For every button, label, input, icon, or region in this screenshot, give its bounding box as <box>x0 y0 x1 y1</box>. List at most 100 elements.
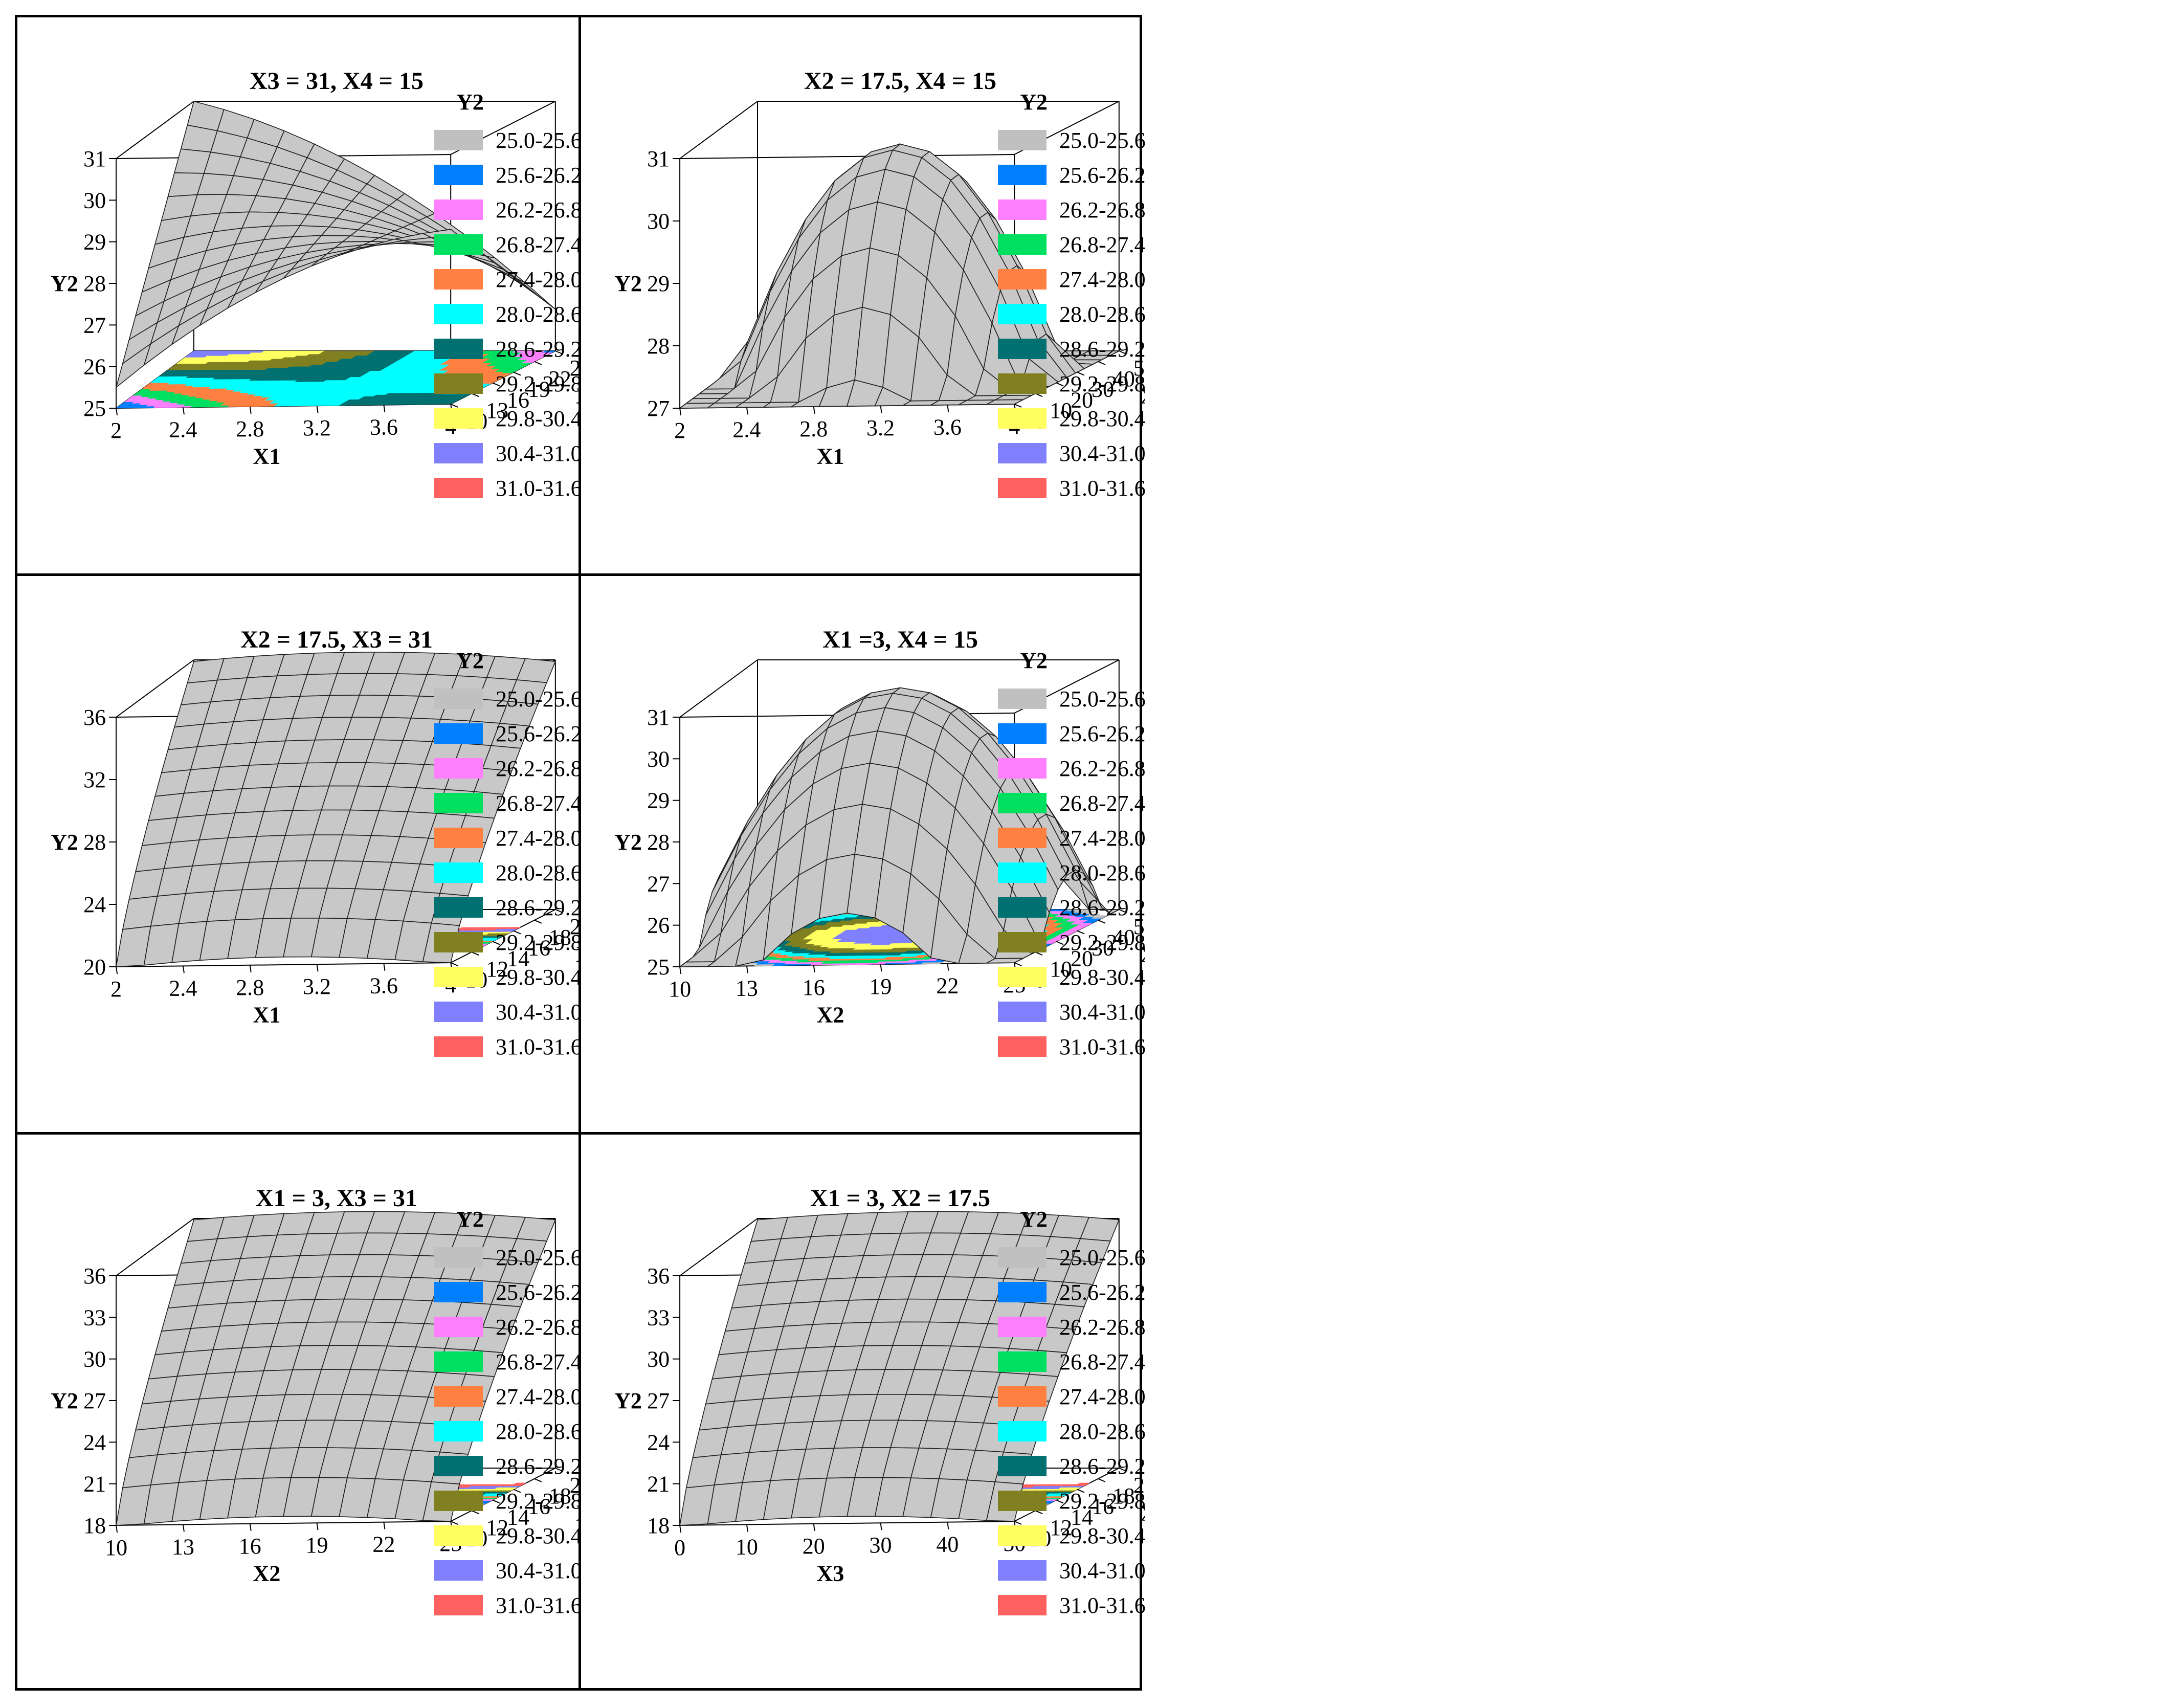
legend-label: 25.6-26.2 <box>496 163 581 188</box>
legend-title: Y2 <box>456 90 484 115</box>
chart-title: X3 = 31, X4 = 15 <box>250 68 424 95</box>
legend-label: 25.6-26.2 <box>496 1280 581 1305</box>
x-tick-label: 10 <box>669 977 691 1002</box>
response-surface <box>116 651 556 967</box>
x-tick-label: 2.4 <box>732 417 761 442</box>
legend-swatch <box>434 1317 483 1337</box>
legend-swatch <box>434 689 483 709</box>
legend-swatch <box>434 1247 483 1268</box>
response-surface <box>115 101 556 389</box>
legend-swatch <box>434 1491 483 1511</box>
chart-title: X2 = 17.5, X4 = 15 <box>804 68 996 95</box>
legend-swatch <box>434 1560 483 1581</box>
x-tick-label: 3.6 <box>933 415 962 440</box>
x-tick-label: 0 <box>674 1535 685 1560</box>
y-tick-label: 16 <box>1092 1494 1114 1519</box>
z-tick-label: 25 <box>83 396 106 421</box>
legend-swatch <box>434 1351 483 1372</box>
figure-grid: X3 = 31, X4 = 15 25 26 27 28 29 30 31 Y2 2 2.4 2.8 3… <box>15 15 1145 1691</box>
y-tick-label: 30 <box>1092 936 1114 961</box>
legend-label: 26.2-26.8 <box>496 197 581 223</box>
z-tick-label: 28 <box>647 334 670 359</box>
legend-label: 26.8-27.4 <box>496 791 581 816</box>
legend-title: Y2 <box>1020 1207 1048 1232</box>
x-tick-label: 16 <box>239 1534 261 1559</box>
z-tick-label: 24 <box>83 892 106 917</box>
legend-swatch <box>434 1282 483 1302</box>
legend-swatch <box>434 269 483 290</box>
z-tick-label: 24 <box>83 1430 106 1455</box>
chart-panel-2: X2 = 17.5, X4 = 15 27 28 29 30 31 Y2 2 2.4 2.8 3.2… <box>578 15 1145 576</box>
z-tick-label: 25 <box>647 955 670 980</box>
legend-label: 30.4-31.0 <box>496 441 581 466</box>
z-tick-label: 18 <box>647 1513 670 1538</box>
z-axis-label: Y2 <box>614 1388 642 1413</box>
y-axis-label: X4 <box>1140 1500 1145 1525</box>
z-tick-label: 30 <box>647 209 670 234</box>
legend-swatch <box>998 1386 1047 1407</box>
legend-label: 29.8-30.4 <box>496 1523 581 1548</box>
chart-title: X1 = 3, X2 = 17.5 <box>810 1185 990 1212</box>
legend-label: 31.0-31.6 <box>1059 1034 1145 1059</box>
legend-label: 26.8-27.4 <box>1059 1349 1145 1374</box>
legend-label: 26.2-26.8 <box>496 756 581 781</box>
legend-swatch <box>998 165 1047 185</box>
x-tick-label: 2 <box>110 977 122 1002</box>
y-tick-label: 20 <box>1071 946 1093 971</box>
legend-label: 28.6-29.2 <box>496 1454 581 1479</box>
x-tick-label: 16 <box>803 975 825 1000</box>
legend-swatch <box>434 373 483 394</box>
surface-plot-3: X2 = 17.5, X3 = 31 20 24 28 32 36 Y2 2 2.4 2.8 3.2… <box>51 626 581 1059</box>
legend-label: 28.0-28.6 <box>1059 860 1145 885</box>
legend-label: 31.0-31.6 <box>496 1593 581 1618</box>
z-tick-label: 26 <box>83 354 106 380</box>
legend-label: 29.8-30.4 <box>1059 1523 1145 1548</box>
y-tick-label: 40 <box>1112 925 1135 950</box>
y-tick-label: 20 <box>570 1473 581 1498</box>
legend-label: 25.0-25.6 <box>496 1245 581 1270</box>
x-tick-label: 22 <box>372 1532 395 1557</box>
x-tick-label: 2.8 <box>799 416 828 441</box>
legend-label: 30.4-31.0 <box>496 1000 581 1025</box>
x-tick-label: 3.2 <box>303 415 331 440</box>
legend-swatch <box>998 932 1047 952</box>
y-tick-label: 19 <box>528 377 550 402</box>
z-tick-label: 28 <box>83 830 106 855</box>
legend-swatch <box>998 373 1047 394</box>
legend-swatch <box>434 1421 483 1441</box>
legend-swatch <box>998 793 1047 813</box>
y-tick-label: 18 <box>549 1483 571 1509</box>
legend: Y2 25.0-25.6 25.6-26.2 26.2-26.8 26.8-27.4 27… <box>434 90 581 501</box>
legend-swatch <box>998 1036 1047 1057</box>
z-tick-label: 36 <box>83 1263 106 1289</box>
legend-label: 26.8-27.4 <box>496 232 581 257</box>
y-axis-label: X3 <box>1140 383 1145 408</box>
legend-swatch <box>998 199 1047 220</box>
legend-label: 31.0-31.6 <box>1059 1593 1145 1618</box>
legend-label: 29.2-29.8 <box>1059 930 1145 955</box>
legend-swatch <box>434 1386 483 1407</box>
legend-label: 27.4-28.0 <box>496 267 581 292</box>
legend-label: 27.4-28.0 <box>1059 1384 1145 1409</box>
x-tick-label: 2 <box>674 418 685 443</box>
x-tick-label: 2.4 <box>169 417 197 442</box>
x-axis-label: X2 <box>817 1002 844 1027</box>
x-tick-label: 2.8 <box>236 975 264 1000</box>
y-tick-label: 12 <box>1050 1515 1072 1540</box>
legend-swatch <box>998 1456 1047 1476</box>
x-tick-label: 2.4 <box>169 975 197 1001</box>
legend-swatch <box>434 1456 483 1476</box>
legend-swatch <box>434 723 483 744</box>
legend-label: 29.8-30.4 <box>496 965 581 990</box>
response-surface <box>679 1211 1120 1526</box>
legend-label: 30.4-31.0 <box>1059 1000 1145 1025</box>
x-axis-label: X1 <box>253 443 281 469</box>
legend-label: 31.0-31.6 <box>496 1034 581 1059</box>
legend-label: 31.0-31.6 <box>1059 476 1145 501</box>
response-surface <box>116 1211 556 1526</box>
z-tick-label: 30 <box>647 1347 670 1372</box>
legend-swatch <box>998 758 1047 779</box>
legend: Y2 25.0-25.6 25.6-26.2 26.2-26.8 26.8-27.4 27… <box>434 648 581 1059</box>
y-tick-label: 50 <box>1133 914 1145 939</box>
x-axis-label: X1 <box>253 1002 281 1027</box>
